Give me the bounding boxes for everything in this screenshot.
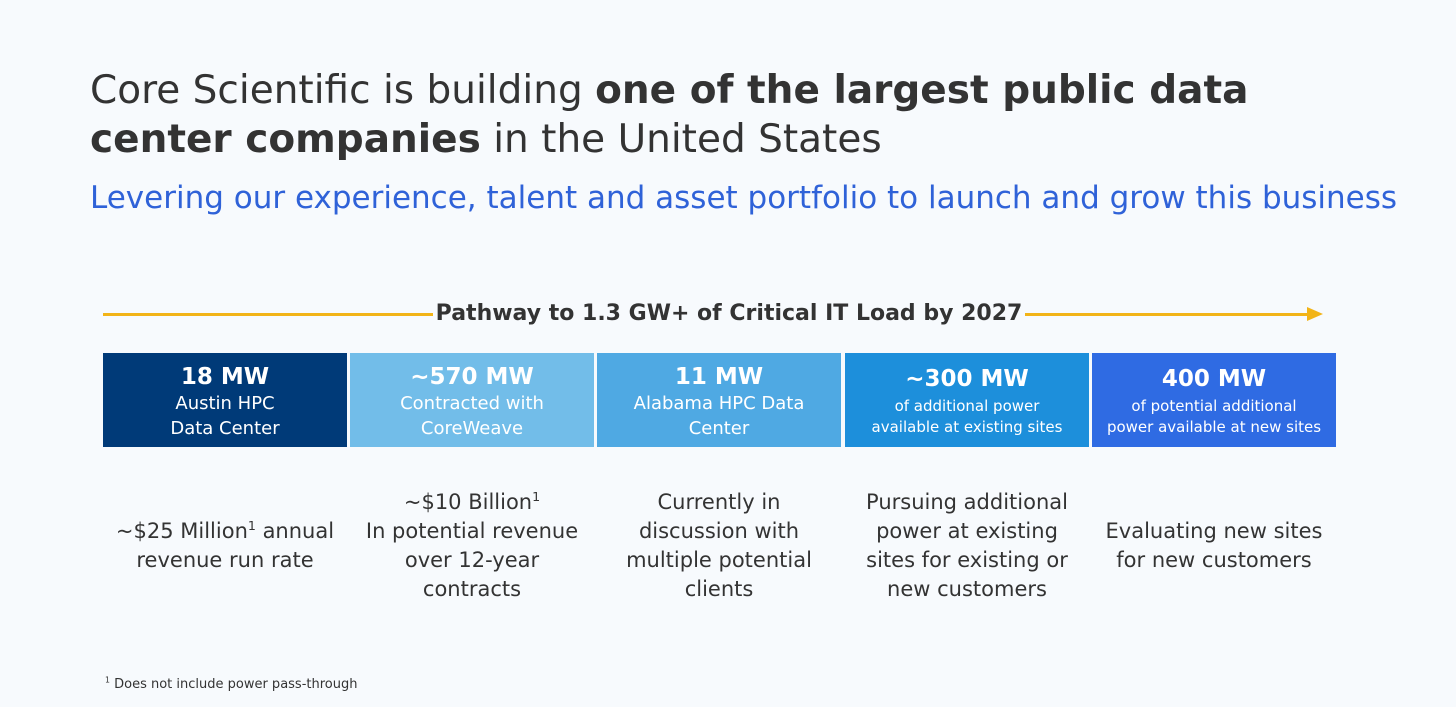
box-mw: 18 MW bbox=[180, 364, 270, 390]
description-alabama: Currently in discussion with multiple po… bbox=[597, 488, 841, 604]
desc-line: power at existing bbox=[876, 519, 1058, 543]
desc-line: contracts bbox=[422, 577, 522, 601]
headline-bold2: center companies bbox=[90, 117, 481, 162]
desc-line: Currently in bbox=[657, 490, 781, 514]
desc-line: sites for existing or bbox=[866, 548, 1068, 572]
desc-line: ~$25 Million bbox=[115, 519, 248, 543]
headline-bold1: one of the largest public data bbox=[595, 68, 1249, 113]
box-line1: Contracted with bbox=[400, 393, 544, 414]
box-mw: ~300 MW bbox=[905, 366, 1029, 392]
pathway-label: Pathway to 1.3 GW+ of Critical IT Load b… bbox=[435, 301, 1023, 326]
headline-part2: in the United States bbox=[480, 117, 882, 162]
description-new-sites: Evaluating new sites for new customers bbox=[1092, 517, 1336, 575]
box-austin: 18 MW Austin HPC Data Center bbox=[103, 353, 347, 447]
pathway-line-right bbox=[1025, 313, 1313, 316]
pathway-line-left bbox=[103, 313, 433, 316]
box-mw: 11 MW bbox=[674, 364, 764, 390]
box-line2: power available at new sites bbox=[1106, 418, 1322, 436]
description-existing-sites: Pursuing additional power at existing si… bbox=[845, 488, 1089, 604]
desc-line: new customers bbox=[887, 577, 1047, 601]
box-line2: Data Center bbox=[170, 418, 280, 439]
desc-line: revenue run rate bbox=[136, 548, 314, 572]
headline-part1: Core Scientific is building bbox=[90, 68, 596, 113]
footnote-marker: 1 bbox=[532, 489, 541, 504]
headline: Core Scientific is building one of the l… bbox=[90, 66, 1290, 164]
box-line1: of additional power bbox=[894, 397, 1040, 415]
footnote: 1 Does not include power pass-through bbox=[105, 675, 358, 692]
desc-line: In potential revenue bbox=[365, 519, 579, 543]
footnote-text: Does not include power pass-through bbox=[109, 677, 358, 692]
desc-line: for new customers bbox=[1116, 548, 1312, 572]
desc-line: clients bbox=[684, 577, 754, 601]
box-new-sites: 400 MW of potential additional power ava… bbox=[1092, 353, 1336, 447]
pathway-arrow: Pathway to 1.3 GW+ of Critical IT Load b… bbox=[103, 298, 1323, 330]
desc-line: Pursuing additional bbox=[866, 490, 1068, 514]
description-coreweave: ~$10 Billion1 In potential revenue over … bbox=[350, 488, 594, 604]
footnote-marker: 1 bbox=[247, 518, 256, 533]
desc-line: Evaluating new sites bbox=[1105, 519, 1323, 543]
box-alabama: 11 MW Alabama HPC Data Center bbox=[597, 353, 841, 447]
arrow-head-icon bbox=[1307, 307, 1323, 321]
desc-line: multiple potential bbox=[626, 548, 812, 572]
box-line1: of potential additional bbox=[1131, 397, 1297, 415]
box-coreweave: ~570 MW Contracted with CoreWeave bbox=[350, 353, 594, 447]
box-line2: available at existing sites bbox=[871, 418, 1063, 436]
box-line2: Center bbox=[688, 418, 750, 439]
footnote-marker: 1 bbox=[105, 675, 110, 685]
box-line2: CoreWeave bbox=[420, 418, 524, 439]
box-mw: 400 MW bbox=[1161, 366, 1267, 392]
desc-line: ~$10 Billion bbox=[403, 490, 533, 514]
desc-line: over 12-year bbox=[404, 548, 540, 572]
subhead: Levering our experience, talent and asse… bbox=[90, 180, 1398, 216]
box-mw: ~570 MW bbox=[410, 364, 534, 390]
desc-line: annual bbox=[255, 519, 335, 543]
desc-line: discussion with bbox=[638, 519, 800, 543]
description-austin: ~$25 Million1 annual revenue run rate bbox=[103, 517, 347, 575]
box-line1: Austin HPC bbox=[175, 393, 275, 414]
box-line1: Alabama HPC Data bbox=[633, 393, 805, 414]
box-existing-sites: ~300 MW of additional power available at… bbox=[845, 353, 1089, 447]
